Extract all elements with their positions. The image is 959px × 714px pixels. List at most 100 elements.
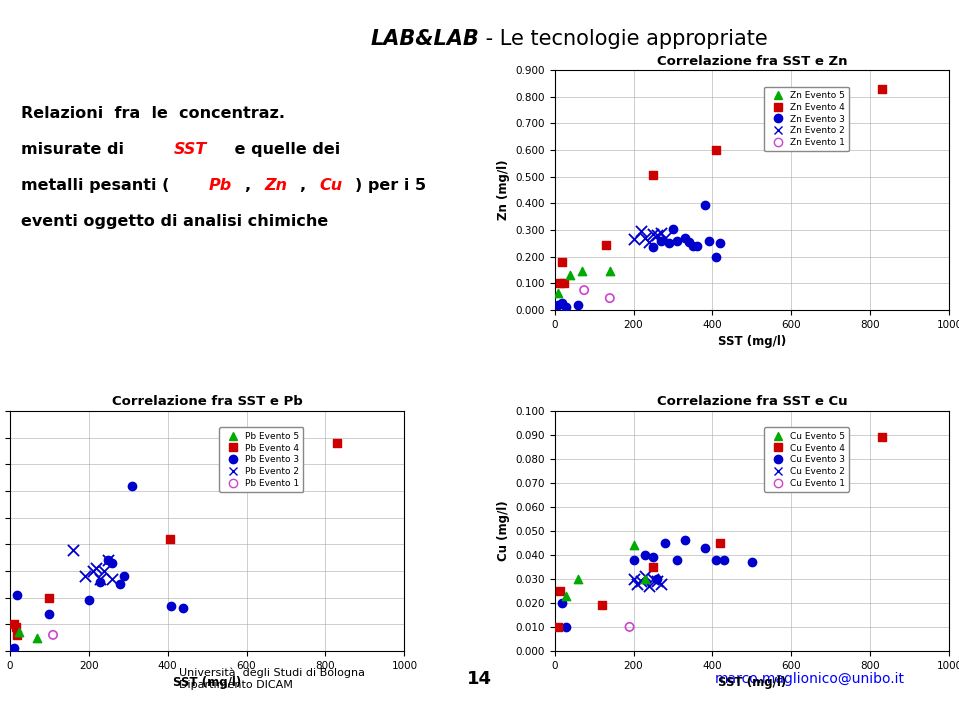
- Text: LAB&LAB: LAB&LAB: [371, 29, 480, 49]
- Point: [175, 603, 191, 614]
- Point: [550, 621, 566, 633]
- Point: [713, 537, 728, 548]
- Point: [552, 278, 568, 289]
- Point: [571, 299, 586, 311]
- Point: [649, 575, 665, 587]
- Y-axis label: Zn (mg/l): Zn (mg/l): [497, 160, 510, 221]
- Point: [630, 578, 645, 589]
- Point: [645, 242, 661, 253]
- Point: [709, 554, 724, 565]
- Title: Correlazione fra SST e Zn: Correlazione fra SST e Zn: [657, 54, 847, 68]
- Point: [116, 570, 131, 582]
- Point: [563, 270, 578, 281]
- Text: Relazioni  fra  le  concentraz.: Relazioni fra le concentraz.: [21, 106, 286, 121]
- Text: Cu: Cu: [319, 178, 342, 193]
- Point: [602, 293, 618, 304]
- Point: [550, 287, 566, 298]
- Point: [662, 238, 677, 249]
- Point: [645, 552, 661, 563]
- Point: [552, 585, 568, 597]
- Point: [93, 573, 108, 585]
- Title: Correlazione fra SST e Cu: Correlazione fra SST e Cu: [657, 396, 848, 408]
- Point: [634, 226, 649, 237]
- Point: [45, 629, 60, 640]
- Point: [638, 570, 653, 582]
- Point: [554, 256, 570, 268]
- Text: 14: 14: [467, 670, 492, 688]
- Point: [598, 239, 614, 251]
- Point: [713, 238, 728, 249]
- Point: [571, 573, 586, 585]
- X-axis label: SST (mg/l): SST (mg/l): [718, 336, 786, 348]
- Text: SST: SST: [174, 142, 207, 157]
- Point: [6, 618, 21, 630]
- Point: [626, 554, 642, 565]
- Point: [645, 228, 661, 240]
- Point: [681, 236, 696, 248]
- Point: [621, 621, 637, 633]
- Point: [638, 549, 653, 560]
- Text: ,: ,: [300, 178, 312, 193]
- Point: [697, 542, 713, 553]
- Point: [557, 278, 573, 289]
- Point: [105, 573, 120, 585]
- Point: [634, 575, 649, 587]
- Point: [626, 573, 642, 585]
- Point: [559, 621, 574, 633]
- Point: [105, 557, 120, 568]
- Point: [645, 573, 661, 585]
- Text: - Le tecnologie appropriate: - Le tecnologie appropriate: [480, 29, 768, 49]
- Point: [125, 480, 140, 491]
- Point: [41, 608, 57, 619]
- Point: [12, 626, 27, 638]
- Point: [875, 431, 890, 443]
- Point: [112, 578, 128, 590]
- Point: [30, 632, 45, 643]
- Title: Correlazione fra SST e Pb: Correlazione fra SST e Pb: [111, 396, 302, 408]
- Point: [164, 600, 179, 611]
- Text: eventi oggetto di analisi chimiche: eventi oggetto di analisi chimiche: [21, 213, 329, 228]
- Text: e quelle dei: e quelle dei: [229, 142, 340, 157]
- Point: [677, 535, 692, 546]
- Point: [595, 600, 610, 611]
- Point: [645, 561, 661, 573]
- Point: [330, 437, 345, 448]
- Point: [666, 223, 681, 234]
- Point: [642, 236, 657, 248]
- Point: [8, 621, 23, 633]
- Text: metalli pesanti (: metalli pesanti (: [21, 178, 170, 193]
- Text: ) per i 5: ) per i 5: [355, 178, 426, 193]
- Point: [626, 540, 642, 551]
- Point: [642, 580, 657, 592]
- Point: [602, 266, 618, 277]
- Point: [93, 575, 108, 587]
- Point: [744, 556, 760, 568]
- Point: [10, 589, 25, 600]
- X-axis label: SST (mg/l): SST (mg/l): [718, 676, 786, 689]
- Point: [89, 563, 105, 574]
- Point: [576, 284, 592, 296]
- Text: ,: ,: [245, 178, 256, 193]
- Point: [81, 595, 96, 606]
- Point: [716, 554, 732, 565]
- Y-axis label: Cu (mg/l): Cu (mg/l): [497, 501, 510, 561]
- Point: [626, 233, 642, 245]
- Text: misurate di: misurate di: [21, 142, 130, 157]
- Point: [649, 230, 665, 241]
- Legend: Pb Evento 5, Pb Evento 4, Pb Evento 3, Pb Evento 2, Pb Evento 1: Pb Evento 5, Pb Evento 4, Pb Evento 3, P…: [220, 428, 303, 492]
- Point: [658, 232, 673, 243]
- Point: [550, 299, 566, 311]
- Point: [101, 555, 116, 566]
- Point: [697, 199, 713, 211]
- Text: marco.maglionico@unibo.it: marco.maglionico@unibo.it: [714, 672, 904, 686]
- Point: [101, 555, 116, 566]
- Point: [709, 144, 724, 156]
- Point: [653, 227, 668, 238]
- Point: [41, 592, 57, 603]
- Point: [554, 597, 570, 608]
- Point: [559, 590, 574, 601]
- Point: [685, 241, 700, 252]
- Point: [669, 554, 685, 565]
- Point: [638, 573, 653, 585]
- Point: [653, 578, 668, 589]
